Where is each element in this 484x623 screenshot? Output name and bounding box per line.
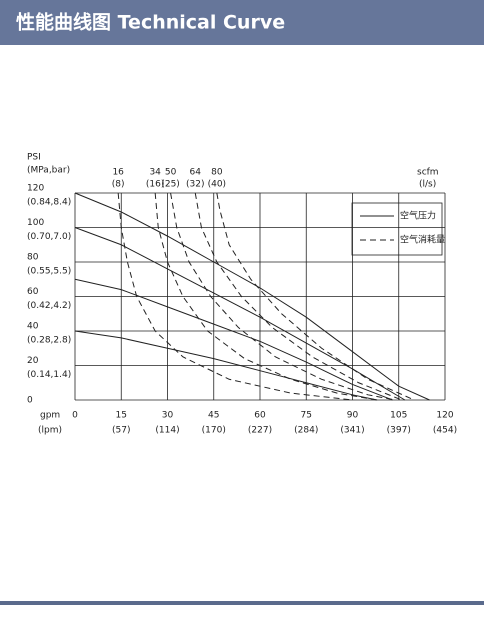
consumption-curve [170,192,396,401]
x-tick-label: 90 [347,411,359,421]
y-tick-sublabel: (0.70,7.0) [27,232,71,242]
x-label-unit: (lpm) [38,426,62,436]
x-tick-label: 105 [390,411,407,421]
x-tick-sublabel: (284) [294,426,318,436]
y-tick-label: 20 [27,356,39,366]
x-tick-label: 30 [162,411,174,421]
legend-label: 空气压力 [400,210,436,222]
x-label: gpm [40,411,60,421]
footer-line [0,601,484,605]
x-tick-sublabel: (170) [202,426,226,436]
header-bar [0,0,484,45]
pressure-curve [74,227,406,401]
y-tick-sublabel: (0.14,1.4) [27,370,71,380]
y-tick-label: 40 [27,322,39,332]
y-tick-label: 120 [27,184,44,194]
y-tick-label: 80 [27,253,39,263]
y-tick-sublabel: (0.55,5.5) [27,267,71,277]
header-title: 性能曲线图 Technical Curve [16,11,285,34]
scfm-label: 80 [211,168,223,178]
x-tick-sublabel: (454) [433,426,457,436]
x-tick-sublabel: (57) [112,426,130,436]
x-tick-sublabel: (397) [387,426,411,436]
ls-label: (16) [146,180,164,190]
pressure-curve [74,330,378,401]
ls-label: (40) [208,180,226,190]
x-tick-label: 75 [301,411,312,421]
legend-label: 空气消耗量 [400,234,445,246]
pressure-curve [74,278,393,401]
y-tick-label: 60 [27,287,39,297]
ls-label: (32) [186,180,204,190]
y-tick-sublabel: (0.84,8.4) [27,198,71,208]
x-tick-sublabel: (227) [248,426,272,436]
y-label-unit: (MPa,bar) [27,166,70,176]
consumption-curve [154,192,378,401]
x-tick-label: 15 [116,411,127,421]
y-tick-sublabel: (0.42,4.2) [27,301,71,311]
scfm-label: 34 [149,168,161,178]
scfm-label: 16 [112,168,124,178]
consumption-curve [194,192,403,401]
x-tick-sublabel: (114) [155,426,179,436]
y-tick-label: 0 [27,396,33,406]
top-label-unit: (l/s) [419,180,436,190]
x-tick-label: 120 [436,411,453,421]
y-tick-sublabel: (0.28,2.8) [27,336,71,346]
ls-label: (8) [112,180,125,190]
y-tick-label: 100 [27,218,44,228]
ls-label: (25) [161,180,179,190]
scfm-label: 64 [190,168,202,178]
x-tick-sublabel: (341) [340,426,364,436]
legend-box [351,202,443,256]
top-label: scfm [417,168,439,178]
x-tick-label: 0 [72,411,78,421]
y-label: PSI [27,153,41,163]
pressure-curve [74,192,430,401]
x-tick-label: 60 [254,411,266,421]
scfm-label: 50 [165,168,177,178]
x-tick-label: 45 [208,411,219,421]
consumption-curve [216,192,415,401]
consumption-curve [117,192,353,401]
